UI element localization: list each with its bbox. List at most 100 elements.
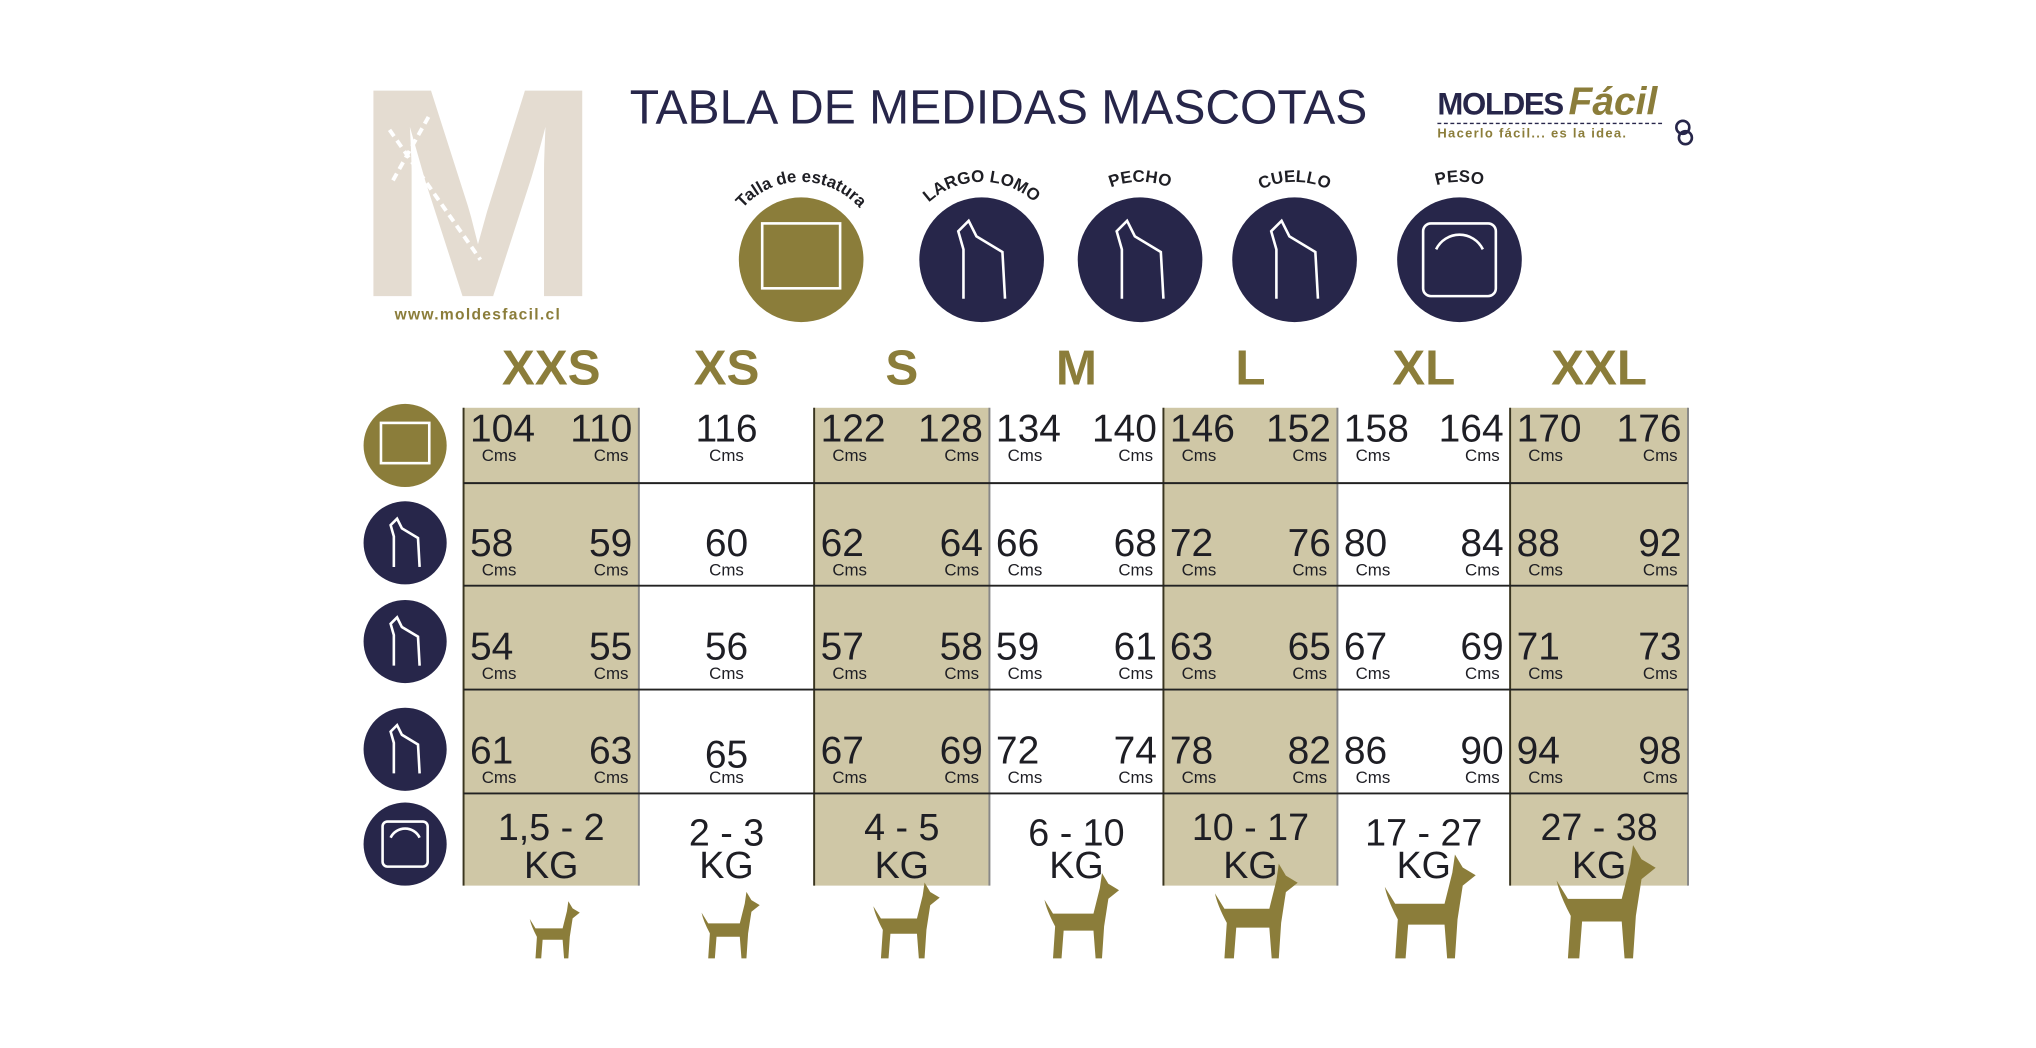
cell-value: 104 — [470, 408, 535, 451]
cell-unit: Cms — [594, 560, 629, 579]
cell-value: 122 — [821, 408, 886, 451]
title: TABLA DE MEDIDAS MASCOTAS — [630, 81, 1368, 134]
cell-unit: Cms — [709, 768, 744, 787]
cell-unit: Cms — [1643, 768, 1678, 787]
icon-label: PESO — [1433, 167, 1486, 189]
cell-value: 64 — [940, 522, 983, 565]
row-icon — [363, 501, 447, 585]
icon-label: PECHO — [1106, 167, 1174, 191]
cell-unit: Cms — [1356, 768, 1391, 787]
cell-value: 92 — [1638, 522, 1681, 565]
cell-unit: Cms — [1465, 664, 1500, 683]
glyph — [1434, 233, 1485, 250]
cell-unit: Cms — [1292, 768, 1327, 787]
cell-unit: Cms — [594, 446, 629, 465]
weight-range: 1,5 - 2 — [498, 806, 605, 848]
cell-unit: Cms — [1292, 560, 1327, 579]
row-icon — [363, 599, 447, 684]
glyph — [389, 827, 421, 839]
cell-value: 61 — [1114, 626, 1157, 669]
cell-value: 98 — [1638, 730, 1681, 773]
glyph — [956, 218, 1007, 299]
cell-value: 90 — [1460, 730, 1503, 773]
brand-accent: Fácil — [1569, 80, 1659, 123]
cell-unit: Cms — [832, 446, 867, 465]
cell-unit: Cms — [1528, 446, 1563, 465]
cell-unit: Cms — [1292, 446, 1327, 465]
cell-value: 59 — [996, 626, 1039, 669]
cell-unit: Cms — [709, 664, 744, 683]
cell-value: 65 — [705, 733, 748, 776]
cell-value: 72 — [996, 730, 1039, 773]
glyph — [389, 615, 421, 666]
cell-unit: Cms — [832, 768, 867, 787]
cell-value: 110 — [570, 408, 632, 451]
cell-unit: Cms — [1118, 664, 1153, 683]
cell-value: 58 — [940, 626, 983, 669]
scissors-icon — [1675, 119, 1691, 136]
size-label: S — [885, 340, 918, 395]
cell-value: 73 — [1638, 626, 1681, 669]
cell-unit: Cms — [482, 768, 517, 787]
icon-label-text: PECHO — [1106, 167, 1174, 191]
cell-value: 82 — [1288, 730, 1331, 773]
cell-value: 55 — [589, 626, 632, 669]
shaded-column — [814, 407, 990, 886]
shaded-column — [1163, 407, 1338, 886]
size-label: XL — [1392, 340, 1455, 395]
cell-value: 176 — [1617, 408, 1682, 451]
cell-unit: Cms — [482, 560, 517, 579]
cell-unit: Cms — [1182, 768, 1217, 787]
row-icon — [363, 403, 447, 487]
cell-unit: Cms — [1528, 664, 1563, 683]
icon-label-text: PESO — [1433, 167, 1486, 189]
dog-silhouette — [1214, 863, 1298, 959]
glyph — [1269, 218, 1320, 299]
cell-value: 128 — [918, 408, 983, 451]
glyph — [389, 516, 421, 568]
weight-unit: KG — [1223, 844, 1277, 886]
cell-unit: Cms — [1465, 560, 1500, 579]
cell-value: 116 — [695, 408, 757, 451]
cell-value: 71 — [1517, 626, 1560, 669]
cell-value: 84 — [1460, 522, 1503, 565]
logo-letter: M — [353, 27, 602, 360]
cell-value: 164 — [1439, 408, 1504, 451]
cell-value: 66 — [996, 522, 1039, 565]
cell-value: 67 — [821, 730, 864, 773]
cell-unit: Cms — [944, 768, 979, 787]
glyph — [1115, 218, 1165, 299]
cell-value: 69 — [940, 730, 983, 773]
cell-unit: Cms — [1465, 446, 1500, 465]
cell-value: 74 — [1114, 730, 1157, 773]
cell-value: 63 — [1170, 626, 1213, 669]
cell-unit: Cms — [1528, 768, 1563, 787]
cell-unit: Cms — [1465, 768, 1500, 787]
tagline: Hacerlo fácil... es la idea. — [1437, 126, 1627, 141]
weight-range: 4 - 5 — [864, 806, 939, 848]
cell-unit: Cms — [1643, 446, 1678, 465]
glyph — [379, 421, 431, 465]
cell-unit: Cms — [944, 560, 979, 579]
cell-unit: Cms — [1008, 446, 1043, 465]
icon-circle — [738, 197, 864, 323]
cell-unit: Cms — [709, 560, 744, 579]
cell-value: 86 — [1344, 730, 1387, 773]
cell-value: 59 — [589, 522, 632, 565]
cell-value: 72 — [1170, 522, 1213, 565]
cell-value: 63 — [589, 730, 632, 773]
cell-value: 67 — [1344, 626, 1387, 669]
weight-range: 17 - 27 — [1365, 811, 1482, 853]
cell-unit: Cms — [1008, 560, 1043, 579]
cell-value: 60 — [705, 522, 748, 565]
weight-range: 6 - 10 — [1028, 811, 1124, 853]
cell-unit: Cms — [1118, 446, 1153, 465]
website: www.moldesfacil.cl — [394, 306, 562, 323]
icon-circle — [1232, 197, 1357, 323]
dog-silhouette — [529, 901, 580, 959]
icon-label: CUELLO — [1256, 167, 1334, 193]
dog-silhouette — [1556, 845, 1656, 959]
brand: MOLDES — [1437, 86, 1563, 121]
cell-value: 80 — [1344, 522, 1387, 565]
